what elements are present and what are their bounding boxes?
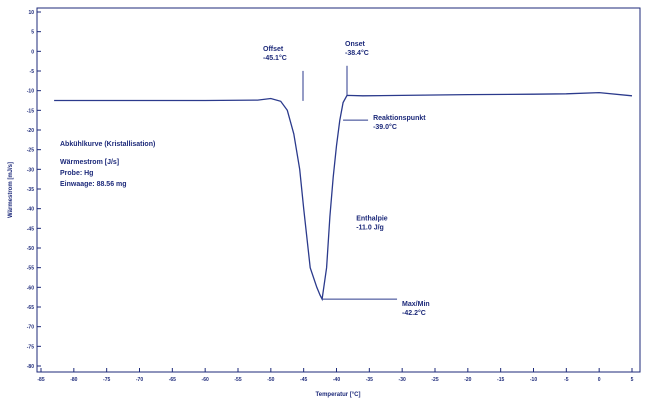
y-tick-label: -15 <box>27 108 34 114</box>
x-tick-label: -10 <box>530 377 537 383</box>
x-tick-label: -25 <box>431 377 438 383</box>
y-tick-label: -20 <box>27 128 34 134</box>
annotation-value: -39.0°C <box>373 123 397 131</box>
annotation-label: Max/Min <box>402 301 430 308</box>
y-tick-label: 0 <box>31 49 34 55</box>
y-tick-label: -35 <box>27 187 34 193</box>
x-tick-label: -35 <box>366 377 373 383</box>
y-tick-label: 5 <box>31 30 34 36</box>
x-tick-label: -40 <box>333 377 340 383</box>
x-tick-label: -70 <box>136 377 143 383</box>
x-tick-label: -65 <box>169 377 176 383</box>
y-tick-label: -40 <box>27 207 34 213</box>
x-tick-label: 5 <box>631 377 634 383</box>
x-tick-label: -30 <box>399 377 406 383</box>
info-title: Abkühlkurve (Kristallisation) <box>60 141 155 148</box>
x-tick-label: -15 <box>497 377 504 383</box>
x-tick-label: -85 <box>37 377 44 383</box>
annotation-label: Offset <box>263 46 284 53</box>
y-tick-label: -50 <box>27 246 34 252</box>
y-tick-label: -80 <box>27 364 34 370</box>
annotation-label: Reaktionspunkt <box>373 115 426 122</box>
x-tick-label: -55 <box>234 377 241 383</box>
info-line-3: Einwaage: 88.56 mg <box>60 181 127 188</box>
annotation-label: Onset <box>345 41 366 48</box>
y-axis-title: Wärmestrom [mJ/s] <box>8 162 14 218</box>
y-tick-label: -75 <box>27 344 34 350</box>
x-tick-label: -20 <box>464 377 471 383</box>
plot-frame <box>36 7 641 373</box>
x-tick-label: -60 <box>202 377 209 383</box>
y-tick-label: -30 <box>27 167 34 173</box>
annotation-value: -38.4°C <box>345 49 369 57</box>
y-tick-label: 10 <box>28 10 34 16</box>
x-tick-label: -5 <box>564 377 569 383</box>
y-tick-label: -45 <box>27 226 34 232</box>
x-axis-title: Temperatur [°C] <box>316 392 361 398</box>
y-tick-label: -5 <box>30 69 35 75</box>
y-tick-label: -65 <box>27 305 34 311</box>
x-tick-label: -45 <box>300 377 307 383</box>
annotation-value: -42.2°C <box>402 309 426 317</box>
x-tick-label: -80 <box>70 377 77 383</box>
y-tick-label: -25 <box>27 148 34 154</box>
x-tick-label: -50 <box>267 377 274 383</box>
x-tick-label: 0 <box>598 377 601 383</box>
y-tick-label: -10 <box>27 89 34 95</box>
x-axis: -85 -80 -75 -70 -65 -60 -55 -50 -45 -40 -35 -30 -25-… <box>37 368 634 383</box>
x-tick-label: -75 <box>103 377 110 383</box>
info-line-1: Wärmestrom [J/s] <box>60 159 119 166</box>
annotation-label: Enthalpie <box>356 215 388 222</box>
y-tick-label: -55 <box>27 266 34 272</box>
y-tick-label: -60 <box>27 285 34 291</box>
y-tick-label: -70 <box>27 325 34 331</box>
y-axis: 10 5 0 -5 -10 -15 -20 -25 -30 -35 -40 -45 -50 -55 -60 -… <box>27 10 41 370</box>
annotation-value: -11.0 J/g <box>356 224 384 231</box>
annotations: Offset-45.1°COnset-38.4°CReaktionspunkt-… <box>263 41 430 317</box>
annotation-value: -45.1°C <box>263 54 287 62</box>
info-line-2: Probe: Hg <box>60 170 93 177</box>
